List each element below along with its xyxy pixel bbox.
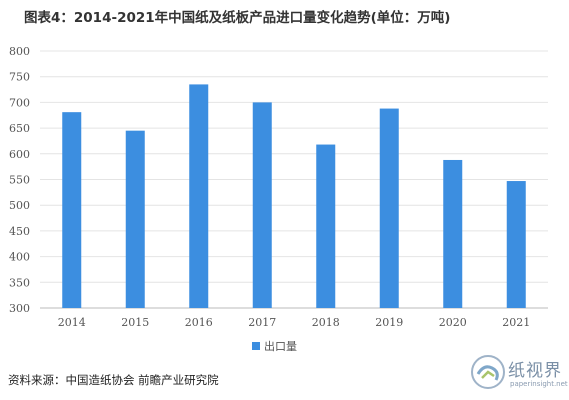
bar	[62, 112, 82, 308]
bar	[189, 84, 209, 308]
bar	[125, 130, 145, 308]
x-tick-label: 2021	[502, 316, 530, 329]
legend-label: 出口量	[264, 340, 297, 353]
x-tick-label: 2016	[185, 316, 213, 329]
legend-swatch	[252, 342, 260, 350]
chart-title: 图表4：2014-2021年中国纸及纸板产品进口量变化趋势(单位：万吨)	[24, 10, 451, 26]
x-tick-label: 2019	[375, 316, 403, 329]
y-tick-label: 450	[9, 225, 30, 238]
x-tick-label: 2014	[58, 316, 86, 329]
watermark: 纸视界 paperinsight.net	[470, 354, 568, 398]
y-tick-label: 550	[9, 174, 30, 187]
bar	[252, 102, 272, 309]
x-tick-label: 2018	[312, 316, 340, 329]
bar	[443, 159, 463, 308]
y-tick-label: 300	[9, 302, 30, 315]
y-tick-label: 350	[9, 276, 30, 289]
y-tick-label: 600	[9, 148, 30, 161]
y-tick-label: 650	[9, 122, 30, 135]
y-tick-label: 700	[9, 96, 30, 109]
x-tick-label: 2015	[121, 316, 149, 329]
y-tick-label: 400	[9, 251, 30, 264]
source-note: 资料来源：中国造纸协会 前瞻产业研究院	[8, 373, 219, 387]
watermark-url: paperinsight.net	[510, 380, 568, 388]
y-tick-label: 800	[9, 45, 30, 58]
legend: 出口量	[252, 339, 297, 353]
bar	[316, 144, 336, 308]
bar	[506, 181, 526, 308]
y-tick-label: 750	[9, 71, 30, 84]
watermark-brand: 纸视界	[508, 361, 562, 381]
bar-chart: 300 350 400 450 500 550 600 650 700 750 800 2014 201…	[9, 45, 548, 329]
bar	[379, 108, 399, 309]
x-tick-label: 2017	[248, 316, 276, 329]
paper-logo-icon	[471, 355, 505, 389]
x-tick-label: 2020	[439, 316, 467, 329]
y-tick-label: 500	[9, 199, 30, 212]
